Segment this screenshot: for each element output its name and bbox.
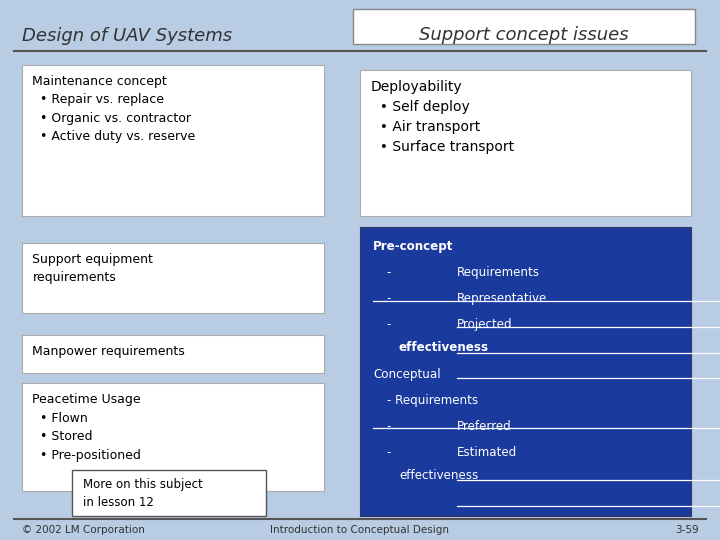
Text: More on this subject
in lesson 12: More on this subject in lesson 12	[83, 478, 202, 509]
Text: -: -	[387, 420, 395, 433]
Text: -: -	[387, 266, 395, 279]
Text: Design of UAV Systems: Design of UAV Systems	[22, 27, 232, 45]
Text: -: -	[387, 292, 395, 305]
Text: Introduction to Conceptual Design: Introduction to Conceptual Design	[271, 525, 449, 535]
Text: effectiveness: effectiveness	[399, 341, 489, 354]
FancyBboxPatch shape	[22, 335, 324, 373]
FancyBboxPatch shape	[22, 243, 324, 313]
Text: 3-59: 3-59	[675, 525, 698, 535]
FancyBboxPatch shape	[360, 70, 691, 216]
Text: Estimated: Estimated	[456, 446, 517, 459]
FancyBboxPatch shape	[360, 227, 691, 516]
Text: Pre-concept: Pre-concept	[373, 240, 454, 253]
FancyBboxPatch shape	[22, 65, 324, 216]
Text: Representative: Representative	[456, 292, 547, 305]
FancyBboxPatch shape	[353, 9, 695, 44]
Text: Support concept issues: Support concept issues	[419, 26, 629, 44]
Text: © 2002 LM Corporation: © 2002 LM Corporation	[22, 525, 145, 535]
Text: -: -	[387, 446, 395, 459]
FancyBboxPatch shape	[72, 470, 266, 516]
Text: Deployability
  • Self deploy
  • Air transport
  • Surface transport: Deployability • Self deploy • Air transp…	[371, 80, 514, 154]
Text: effectiveness: effectiveness	[399, 469, 478, 482]
Text: Projected: Projected	[456, 318, 513, 331]
Text: Conceptual: Conceptual	[373, 368, 441, 381]
Text: -: -	[387, 318, 395, 331]
Text: Maintenance concept
  • Repair vs. replace
  • Organic vs. contractor
  • Active: Maintenance concept • Repair vs. replace…	[32, 75, 196, 143]
Text: - Requirements: - Requirements	[387, 394, 482, 407]
Text: Manpower requirements: Manpower requirements	[32, 345, 185, 357]
FancyBboxPatch shape	[22, 383, 324, 491]
Text: Support equipment
requirements: Support equipment requirements	[32, 253, 153, 284]
Text: Peacetime Usage
  • Flown
  • Stored
  • Pre-positioned: Peacetime Usage • Flown • Stored • Pre-p…	[32, 393, 141, 462]
Text: Requirements: Requirements	[456, 266, 540, 279]
Text: Preferred: Preferred	[456, 420, 511, 433]
